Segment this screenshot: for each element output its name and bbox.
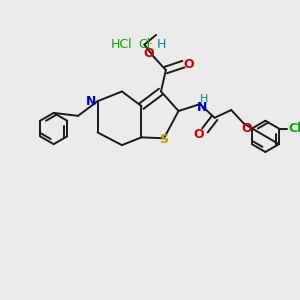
Text: O: O <box>143 47 154 60</box>
Text: H: H <box>200 94 208 104</box>
Text: O: O <box>183 58 194 70</box>
Text: N: N <box>197 100 207 114</box>
Text: HCl: HCl <box>111 38 133 51</box>
Text: · H: · H <box>149 38 167 51</box>
Text: O: O <box>242 122 252 135</box>
Text: Cl: Cl <box>288 122 300 135</box>
Text: O: O <box>194 128 204 141</box>
Text: Cl: Cl <box>138 38 151 51</box>
Text: N: N <box>85 95 96 108</box>
Text: S: S <box>159 133 168 146</box>
